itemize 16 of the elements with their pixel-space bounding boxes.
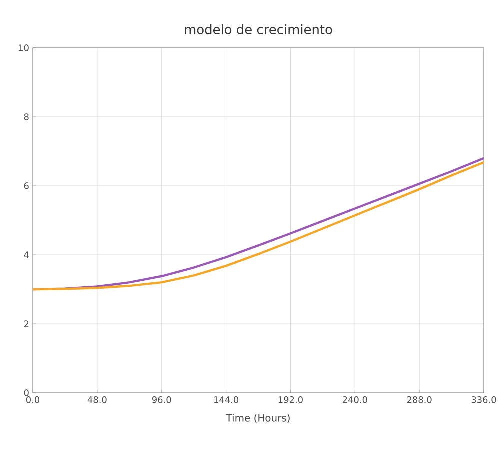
x-tick-label: 0.0	[26, 396, 40, 404]
x-tick-label: 144.0	[214, 396, 239, 404]
x-axis-title: Time (Hours)	[226, 414, 290, 424]
y-tick-label: 10	[19, 44, 29, 52]
chart-title: modelo de crecimiento	[185, 24, 332, 35]
x-tick-label: 192.0	[278, 396, 303, 404]
x-tick-label: 336.0	[472, 396, 496, 404]
y-tick-label: 6	[24, 182, 29, 190]
y-tick-label: 0	[24, 390, 29, 396]
x-tick-label: 48.0	[88, 396, 107, 404]
y-tick-label: 8	[24, 114, 29, 120]
y-tick-label: 4	[24, 252, 29, 258]
x-tick-label: 240.0	[342, 396, 368, 404]
y-tick-label: 2	[24, 320, 29, 328]
x-tick-label: 96.0	[152, 396, 172, 404]
x-tick-label: 288.0	[407, 396, 432, 404]
